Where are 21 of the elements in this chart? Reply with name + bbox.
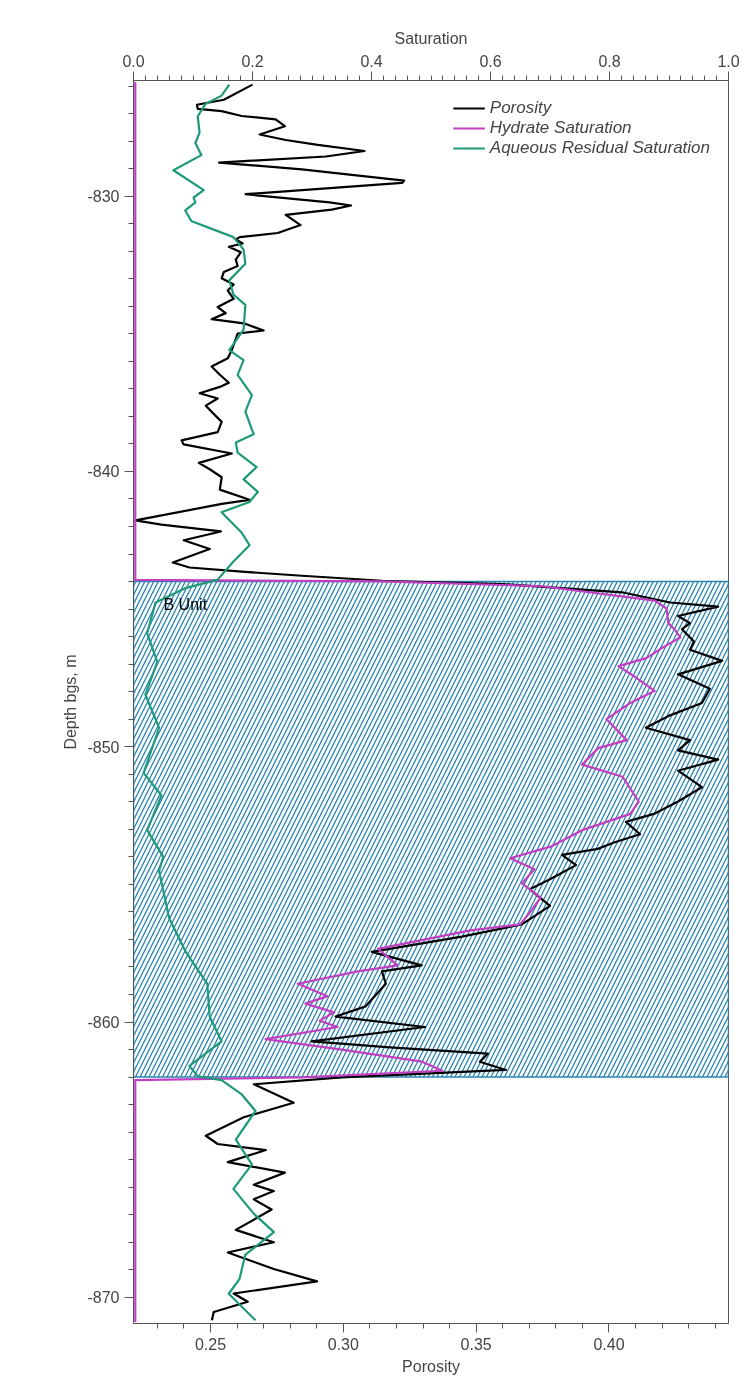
y-tick-label: -840 <box>87 463 120 481</box>
x2-tick-label: 1.0 <box>717 52 740 70</box>
y-tick-label: -860 <box>87 1014 120 1032</box>
y-tick-label: -850 <box>87 738 120 756</box>
x-tick-label: 0.35 <box>460 1335 492 1353</box>
x-tick-label: 0.30 <box>327 1335 360 1353</box>
x2-tick-label: 0.6 <box>479 52 502 70</box>
x-axis-title: Porosity <box>402 1357 460 1375</box>
y-tick-label: -830 <box>87 188 120 206</box>
y-axis-title: Depth bgs, m <box>62 654 80 750</box>
legend-label: Aqueous Residual Saturation <box>489 138 710 158</box>
x2-tick-label: 0.8 <box>598 52 621 70</box>
y-tick-label: -870 <box>87 1289 120 1307</box>
x2-tick-label: 0.4 <box>360 52 383 70</box>
legend-label: Porosity <box>489 98 552 118</box>
legend-label: Hydrate Saturation <box>489 118 632 138</box>
x2-tick-label: 0.0 <box>122 52 145 70</box>
x-tick-label: 0.25 <box>194 1335 227 1353</box>
x2-tick-label: 0.2 <box>241 52 264 70</box>
x-tick-label: 0.40 <box>593 1335 625 1353</box>
x2-axis-title: Saturation <box>394 29 468 47</box>
